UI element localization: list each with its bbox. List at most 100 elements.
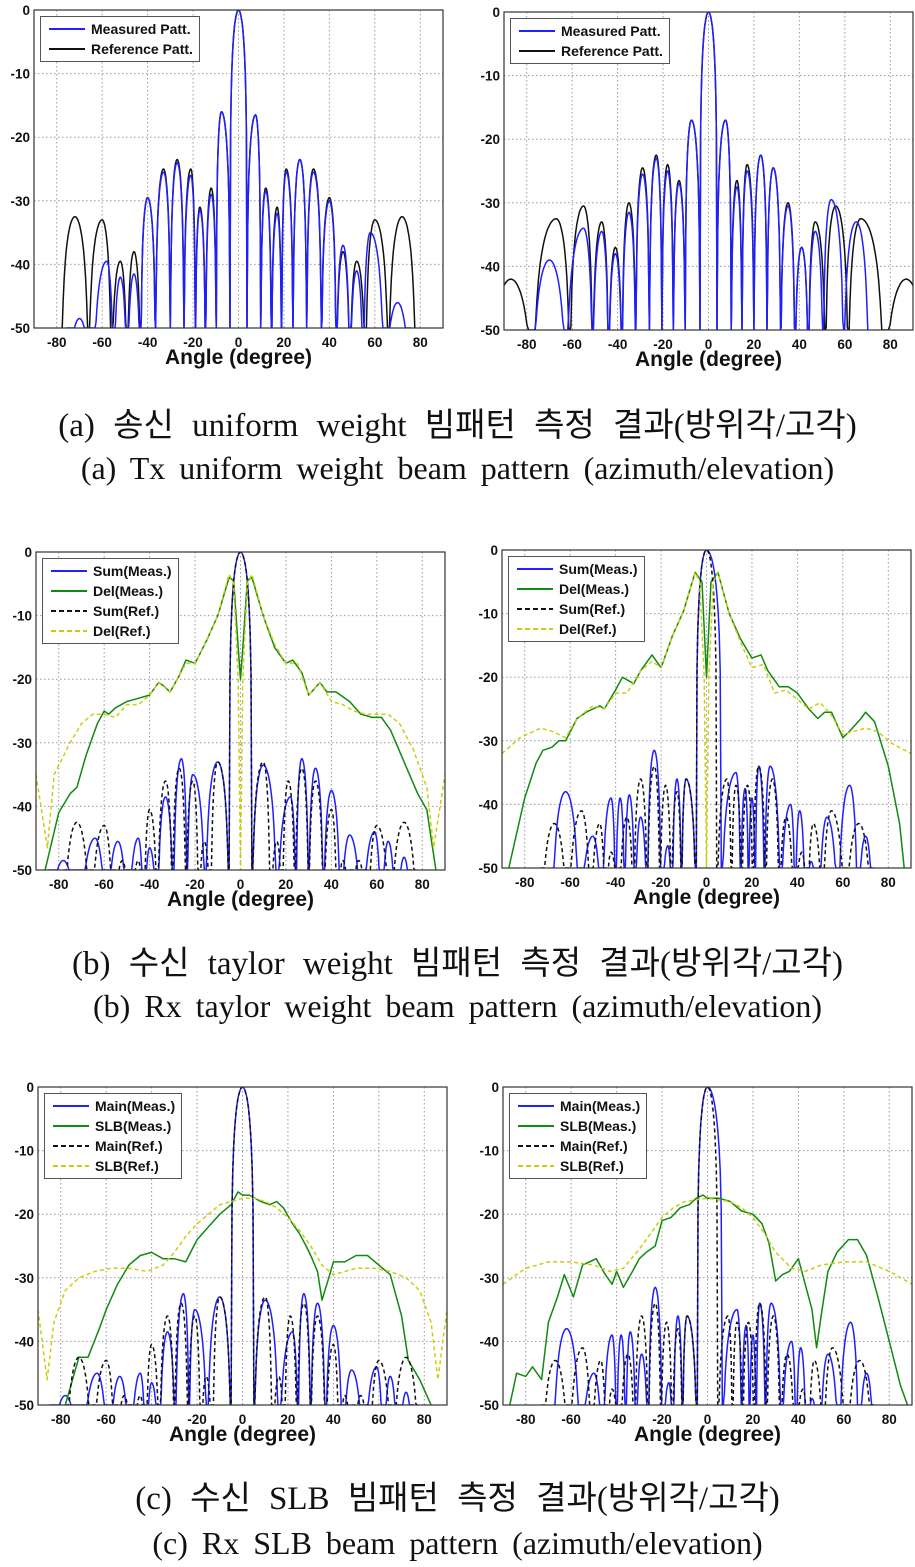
legend-line-icon [517,628,553,630]
y-tick-label: -20 [10,130,30,145]
series-line-del-ref [36,573,445,870]
axes-box [33,9,444,329]
y-tick-label: -20 [478,670,498,685]
x-tick-label: -60 [92,335,112,347]
legend-line-icon [49,48,85,50]
legend-label: Del(Meas.) [93,583,164,599]
x-tick-label: 60 [835,875,850,887]
series-line-main-ref [541,1087,874,1405]
y-tick-label: 0 [492,5,500,20]
y-tick-label: -30 [479,1271,499,1286]
legend-item: Reference Patt. [47,39,193,59]
x-tick-label: -60 [96,1412,116,1424]
x-tick-label: 0 [239,1412,247,1424]
x-tick-label: -20 [185,877,205,889]
y-tick-label: -50 [14,1398,34,1413]
legend-label: Del(Ref.) [93,623,151,639]
legend-item: SLB(Meas.) [51,1116,175,1136]
y-tick-label: -40 [480,259,500,274]
legend: Measured Patt. Reference Patt. [40,16,200,62]
chart-c-azimuth: -80 -60 -40 -20 0 20 40 60 80 0 -10 -20 -30 -40 -50 An… [0,1079,468,1469]
series-line-main-ref [65,1087,420,1405]
x-tick-label: -80 [51,1412,71,1424]
legend-label: Sum(Ref.) [93,603,160,619]
x-tick-label: 20 [280,1412,295,1424]
legend-line-icon [53,1165,89,1167]
legend-line-icon [51,590,87,592]
legend-label: Main(Meas.) [95,1098,176,1114]
caption-b-english: (b) Rx taylor weight beam pattern (azimu… [92,988,823,1024]
x-tick-label: 60 [837,337,852,349]
y-tick-label: -40 [478,797,498,812]
y-tick-label: -10 [479,1144,499,1159]
legend-line-icon [53,1125,89,1127]
x-tick-label: 20 [746,337,761,349]
legend-item: SLB(Ref.) [51,1156,175,1176]
x-tick-label: -20 [187,1412,207,1424]
axes-box [503,11,914,331]
y-tick-label: -30 [10,194,30,209]
x-tick-label: -20 [651,875,671,887]
x-axis-title: Angle (degree) [632,886,781,909]
x-tick-label: 0 [704,1412,712,1424]
series-line-slb-meas [509,1194,909,1405]
caption-c-english: (c) Rx SLB beam pattern (azimuth/elevati… [152,1525,763,1561]
x-tick-label: 20 [276,335,291,347]
series-line-slb-ref [38,1197,447,1381]
series-line-sum-ref [63,552,418,870]
y-tick-label: -20 [14,1207,34,1222]
x-tick-label: 0 [703,875,711,887]
legend-item: SLB(Meas.) [516,1116,640,1136]
legend-label: Sum(Ref.) [559,601,626,617]
x-tick-label: -40 [606,875,626,887]
legend-label: Reference Patt. [561,43,663,59]
x-tick-label: 60 [367,335,382,347]
axes-box [37,1086,448,1406]
y-tick-label: -40 [479,1334,499,1349]
y-tick-label: -10 [14,1144,34,1159]
legend: Main(Meas.) SLB(Meas.) Main(Ref.) SLB(Ref.) [509,1093,648,1179]
y-tick-label: -50 [480,323,500,338]
legend-label: Sum(Meas.) [93,563,172,579]
y-tick-label: 0 [22,3,30,18]
x-tick-label: -20 [652,1412,672,1424]
y-tick-label: -20 [12,672,32,687]
legend-line-icon [518,1165,554,1167]
series-line-measured-patt [65,10,412,328]
chart-b-elevation: -80 -60 -40 -20 0 20 40 60 80 0 -10 -20 -30 -40 -50 An… [462,542,915,932]
legend-item: Main(Meas.) [51,1096,175,1116]
legend-item: Sum(Meas.) [49,561,172,581]
series-line-measured-patt [532,12,869,330]
legend-line-icon [519,50,555,52]
legend-line-icon [53,1105,89,1107]
y-tick-label: -10 [10,67,30,82]
y-tick-label: -10 [478,607,498,622]
chart-a-azimuth: -80 -60 -40 -20 0 20 40 60 80 0 -10 -20 -30 -40 -50 An… [0,2,464,392]
y-tick-label: 0 [24,545,32,560]
y-tick-label: -50 [479,1398,499,1413]
x-tick-label: -60 [560,875,580,887]
legend-label: Reference Patt. [91,41,193,57]
caption-a-korean: (a) 송신 uniform weight 빔패턴 측정 결과(방위각/고각) [58,408,857,444]
y-tick-label: -50 [12,863,32,878]
y-tick-label: -20 [479,1207,499,1222]
x-tick-label: 0 [237,877,245,889]
legend-item: Reference Patt. [517,41,663,61]
legend-item: Sum(Meas.) [515,559,638,579]
x-tick-label: -60 [562,337,582,349]
y-tick-label: 0 [26,1080,34,1095]
legend: Sum(Meas.) Del(Meas.) Sum(Ref.) Del(Ref.) [42,558,179,644]
series-line-slb-ref [503,1197,912,1285]
plot-svg: -80 -60 -40 -20 0 20 40 60 80 0 -10 -20 -30 -40 -50 [480,5,914,349]
x-tick-label: 60 [836,1412,851,1424]
y-tick-label: -10 [12,609,32,624]
chart-b-azimuth: -80 -60 -40 -20 0 20 40 60 80 0 -10 -20 -30 -40 -50 An… [0,544,466,934]
x-tick-label: 80 [417,1412,432,1424]
chart-a-elevation: -80 -60 -40 -20 0 20 40 60 80 0 -10 -20 -30 -40 -50 An… [464,4,915,394]
x-tick-label: -20 [653,337,673,349]
y-tick-label: -30 [14,1271,34,1286]
legend-line-icon [517,608,553,610]
x-tick-label: 40 [322,335,337,347]
x-axis-title: Angle (degree) [633,1423,782,1446]
x-tick-label: -40 [142,1412,162,1424]
